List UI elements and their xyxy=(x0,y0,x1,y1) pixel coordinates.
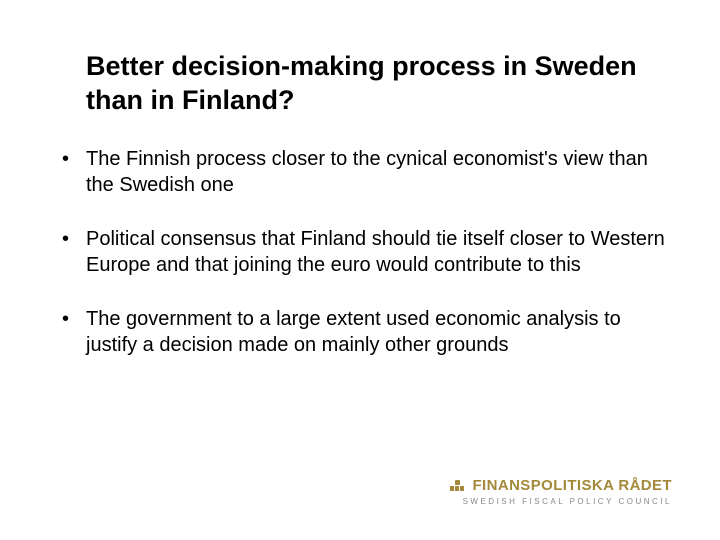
list-item: The Finnish process closer to the cynica… xyxy=(50,146,670,198)
logo-primary: FINANSPOLITISKA RÅDET xyxy=(450,477,672,494)
list-item: The government to a large extent used ec… xyxy=(50,306,670,358)
logo-secondary-text: SWEDISH FISCAL POLICY COUNCIL xyxy=(450,497,672,506)
bullet-list: The Finnish process closer to the cynica… xyxy=(50,146,670,358)
footer-logo: FINANSPOLITISKA RÅDET SWEDISH FISCAL POL… xyxy=(450,477,672,506)
slide-title: Better decision-making process in Sweden… xyxy=(86,50,670,118)
slide: Better decision-making process in Sweden… xyxy=(0,0,720,540)
list-item: Political consensus that Finland should … xyxy=(50,226,670,278)
logo-mark-icon xyxy=(450,480,464,491)
logo-primary-text: FINANSPOLITISKA RÅDET xyxy=(472,477,672,494)
